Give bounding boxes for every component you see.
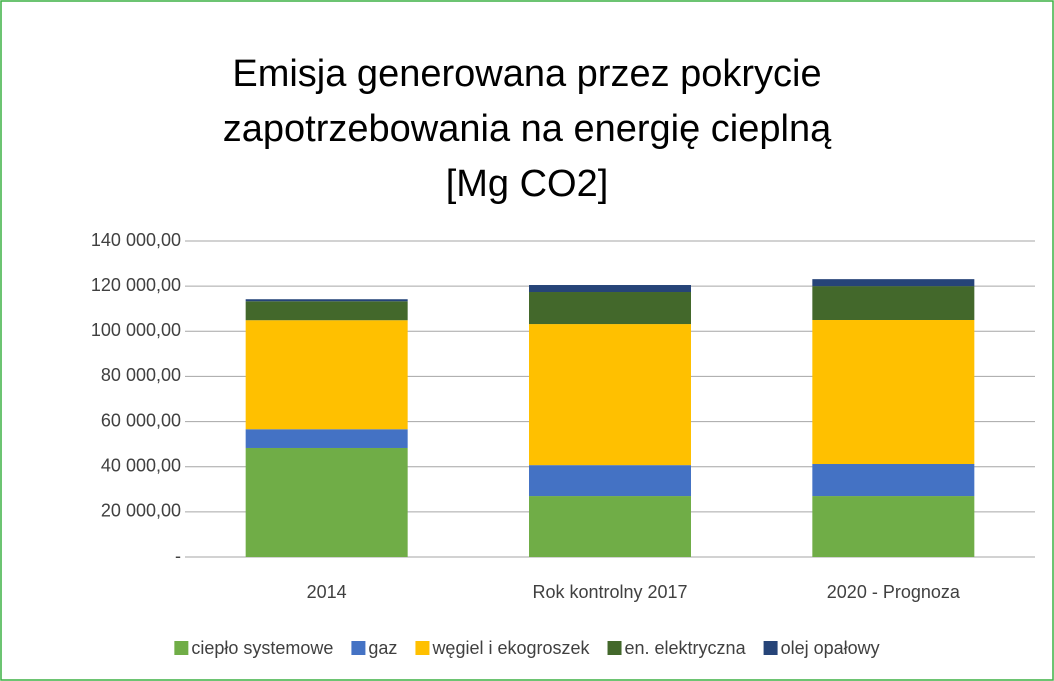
bar-segment (245, 447, 408, 557)
bar-segment (245, 429, 408, 448)
y-tick-label: 40 000,00 (101, 455, 181, 475)
bar-segment (529, 324, 691, 466)
bar-segment (529, 465, 691, 497)
legend-label: gaz (368, 638, 397, 658)
bar-segment (812, 320, 975, 465)
bar-segment (245, 320, 408, 430)
chart-title: [Mg CO2] (446, 163, 609, 205)
legend-label: węgiel i ekogroszek (431, 638, 590, 658)
legend-swatch (415, 641, 430, 655)
bar-segment (245, 299, 408, 302)
y-tick-label: 120 000,00 (91, 275, 181, 295)
y-tick-label: - (175, 546, 181, 566)
bar-segment (812, 464, 975, 497)
bar-segment (245, 301, 408, 321)
x-tick-label: 2020 - Prognoza (827, 582, 961, 602)
chart-title: zapotrzebowania na energię cieplną (223, 108, 832, 150)
chart-title: Emisja generowana przez pokrycie (232, 53, 821, 95)
y-tick-label: 80 000,00 (101, 365, 181, 385)
y-tick-label: 20 000,00 (101, 501, 181, 521)
legend-label: en. elektryczna (625, 638, 747, 658)
legend-swatch (763, 641, 778, 655)
legend-label: ciepło systemowe (191, 638, 333, 658)
x-tick-label: Rok kontrolny 2017 (532, 582, 687, 602)
legend-swatch (174, 641, 189, 655)
x-tick-label: 2014 (307, 582, 347, 602)
bar-segment (812, 496, 975, 557)
y-tick-label: 100 000,00 (91, 320, 181, 340)
y-tick-label: 140 000,00 (91, 230, 181, 250)
legend-swatch (351, 641, 366, 655)
bar-segment (529, 496, 691, 557)
bar-segment (812, 286, 975, 320)
y-tick-label: 60 000,00 (101, 410, 181, 430)
bar-segment (812, 279, 975, 287)
legend-swatch (607, 641, 622, 655)
bar-segment (529, 292, 691, 325)
legend-label: olej opałowy (781, 638, 880, 658)
bar-segment (529, 285, 691, 293)
